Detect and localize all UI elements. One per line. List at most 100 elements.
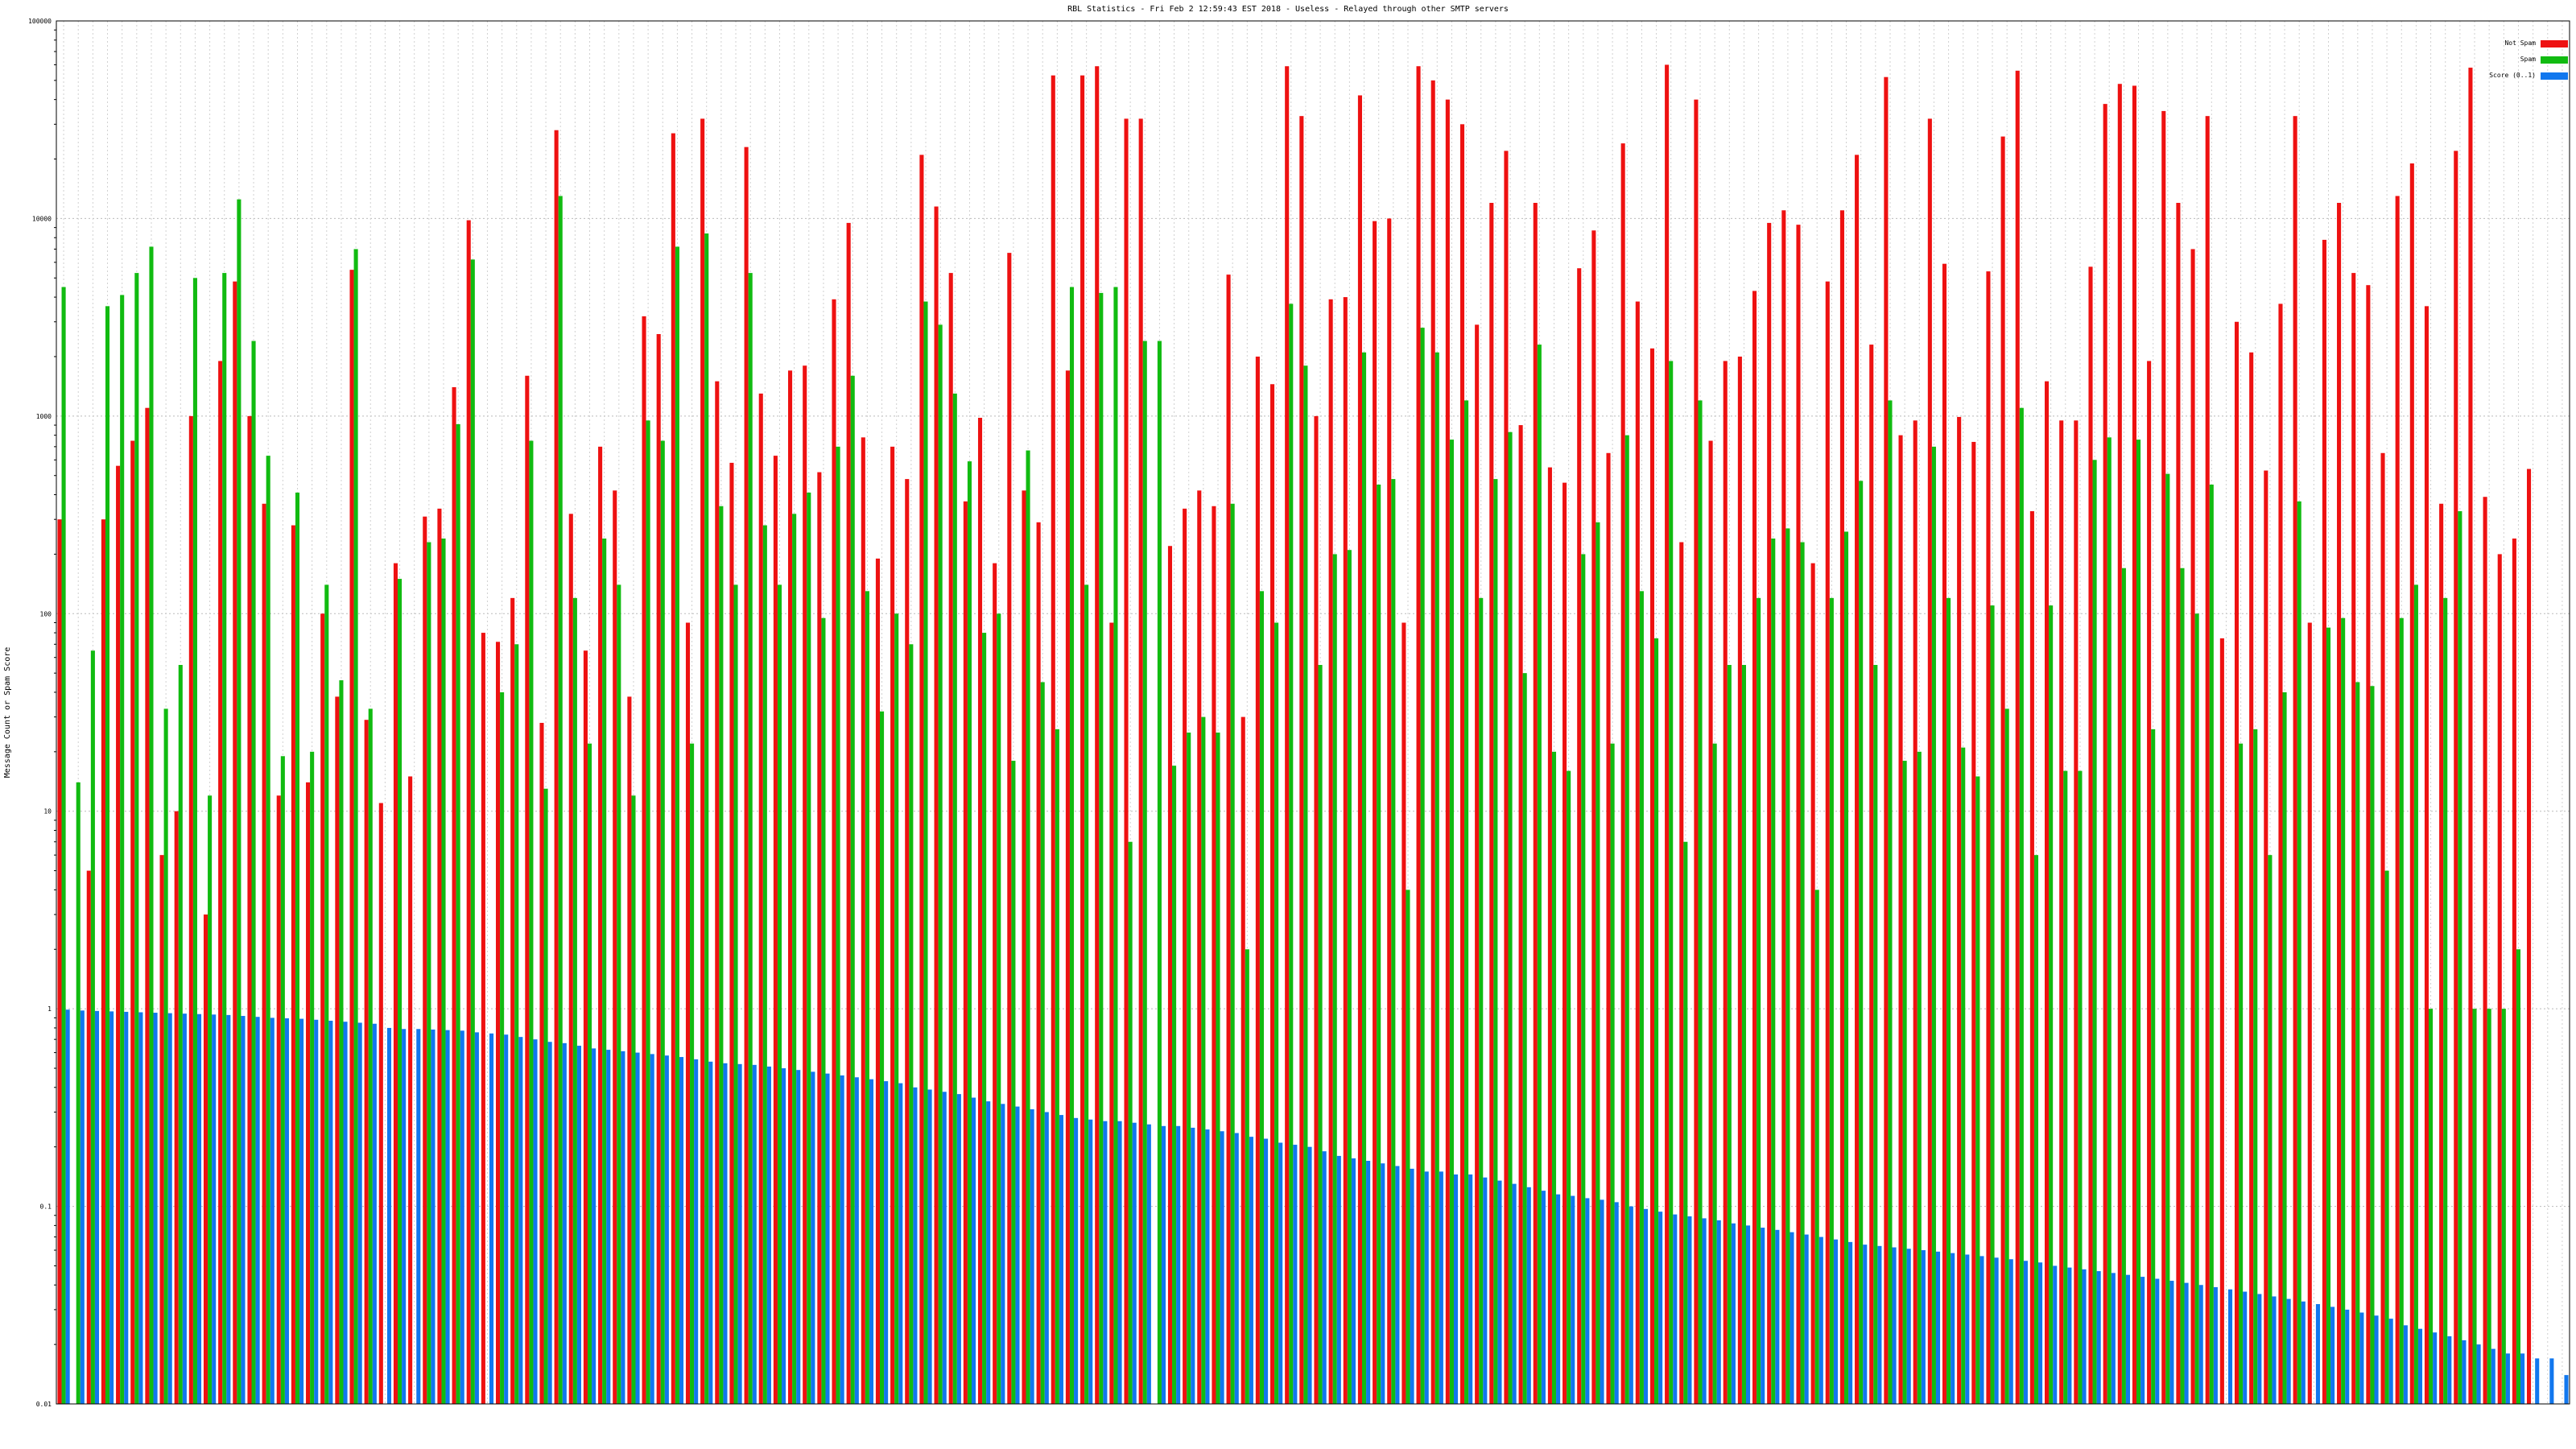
not-spam-bar bbox=[1124, 118, 1129, 1405]
not-spam-bar bbox=[393, 563, 398, 1404]
not-spam-bar bbox=[1767, 222, 1772, 1404]
spam-bar bbox=[894, 613, 899, 1404]
not-spam-bar bbox=[1183, 508, 1187, 1404]
spam-bar bbox=[1990, 605, 1995, 1404]
score-bar bbox=[2243, 1291, 2248, 1404]
score-bar bbox=[1015, 1106, 1020, 1404]
score-bar bbox=[752, 1064, 757, 1404]
score-bar bbox=[2272, 1296, 2277, 1404]
y-tick-label: 100 bbox=[40, 610, 52, 617]
score-bar bbox=[2169, 1281, 2174, 1404]
plot-frame bbox=[56, 20, 2570, 1405]
not-spam-bar bbox=[188, 415, 193, 1404]
not-spam-bar bbox=[656, 334, 661, 1404]
not-spam-bar bbox=[2307, 622, 2312, 1404]
spam-bar bbox=[237, 199, 242, 1405]
spam-bar bbox=[1084, 584, 1089, 1404]
spam-bar bbox=[1537, 345, 1542, 1404]
score-bar bbox=[2140, 1277, 2145, 1404]
not-spam-bar bbox=[1109, 622, 1114, 1404]
not-spam-bar bbox=[2526, 469, 2532, 1404]
spam-bar bbox=[1493, 479, 1498, 1405]
spam-bar bbox=[865, 591, 869, 1404]
score-bar bbox=[592, 1048, 597, 1404]
not-spam-bar bbox=[875, 558, 880, 1405]
not-spam-bar bbox=[423, 516, 427, 1404]
score-bar bbox=[1775, 1229, 1780, 1404]
spam-bar bbox=[1712, 743, 1717, 1404]
not-spam-bar bbox=[218, 361, 223, 1404]
score-bar bbox=[1629, 1206, 1633, 1404]
score-bar bbox=[1381, 1163, 1385, 1404]
spam-bar bbox=[2326, 627, 2331, 1404]
not-spam-bar bbox=[861, 437, 865, 1404]
spam-bar bbox=[748, 273, 753, 1405]
spam-bar bbox=[105, 306, 110, 1405]
not-spam-bar bbox=[2117, 84, 2122, 1404]
not-spam-bar bbox=[1416, 66, 1421, 1404]
score-bar bbox=[1979, 1256, 1984, 1404]
not-spam-bar bbox=[1357, 95, 1362, 1405]
not-spam-bar bbox=[2454, 151, 2458, 1404]
score-bar bbox=[1205, 1129, 1210, 1404]
score-bar bbox=[460, 1030, 464, 1404]
not-spam-bar bbox=[2015, 70, 2020, 1404]
spam-bar bbox=[1026, 450, 1030, 1404]
spam-bar bbox=[2019, 407, 2024, 1404]
spam-bar bbox=[1113, 287, 1118, 1404]
score-bar bbox=[357, 1022, 362, 1404]
score-bar bbox=[1176, 1125, 1181, 1404]
spam-bar bbox=[1055, 729, 1059, 1404]
score-bar bbox=[927, 1089, 932, 1404]
score-bar bbox=[1818, 1236, 1823, 1404]
spam-bar bbox=[529, 440, 534, 1404]
not-spam-bar bbox=[2497, 554, 2502, 1405]
score-bar bbox=[796, 1070, 801, 1404]
not-spam-bar bbox=[233, 281, 237, 1404]
score-bar bbox=[621, 1051, 625, 1404]
score-bar bbox=[109, 1011, 114, 1404]
spam-bar bbox=[1303, 365, 1308, 1405]
not-spam-bar bbox=[1839, 210, 1844, 1404]
not-spam-bar bbox=[335, 696, 340, 1404]
spam-bar bbox=[1099, 292, 1104, 1405]
y-tick-labels: 0.01 0.1 1 10 100 1000 10000 100000 bbox=[28, 18, 52, 1408]
not-spam-bar bbox=[729, 462, 734, 1404]
spam-bar bbox=[1698, 400, 1703, 1404]
not-spam-bar bbox=[2219, 638, 2224, 1404]
score-bar bbox=[635, 1052, 640, 1404]
score-bar bbox=[1614, 1202, 1619, 1404]
spam-bar bbox=[1040, 682, 1045, 1404]
score-bar bbox=[504, 1034, 509, 1404]
not-spam-bar bbox=[1533, 202, 1538, 1404]
score-bar bbox=[2198, 1285, 2203, 1404]
score-bar bbox=[1439, 1171, 1443, 1404]
not-spam-bar bbox=[2483, 497, 2487, 1404]
not-spam-bar bbox=[2512, 538, 2516, 1405]
score-bar bbox=[1761, 1228, 1765, 1404]
not-spam-bar bbox=[773, 456, 778, 1404]
not-spam-bar bbox=[1810, 563, 1815, 1404]
score-bar bbox=[664, 1055, 669, 1404]
not-spam-bar bbox=[2380, 452, 2385, 1404]
score-bar bbox=[1906, 1249, 1911, 1404]
not-spam-bar bbox=[130, 440, 135, 1404]
spam-bar bbox=[1274, 622, 1279, 1404]
spam-bar bbox=[1843, 531, 1849, 1404]
not-spam-bar bbox=[1459, 124, 1465, 1405]
spam-bar bbox=[470, 259, 475, 1404]
score-bar bbox=[1994, 1257, 1999, 1404]
spam-bar bbox=[1318, 665, 1323, 1404]
score-bar bbox=[314, 1019, 319, 1404]
not-spam-bar bbox=[2103, 104, 2107, 1405]
score-bar bbox=[562, 1042, 567, 1404]
spam-bar bbox=[456, 423, 460, 1404]
not-spam-bar bbox=[905, 479, 910, 1405]
legend: Not Spam Spam Score (0..1) bbox=[2489, 39, 2568, 80]
spam-bar bbox=[807, 492, 811, 1404]
spam-bar bbox=[558, 196, 563, 1404]
score-bar bbox=[212, 1014, 217, 1404]
score-bar bbox=[1863, 1245, 1868, 1404]
not-spam-bar bbox=[452, 386, 456, 1404]
spam-bar bbox=[2370, 686, 2375, 1404]
